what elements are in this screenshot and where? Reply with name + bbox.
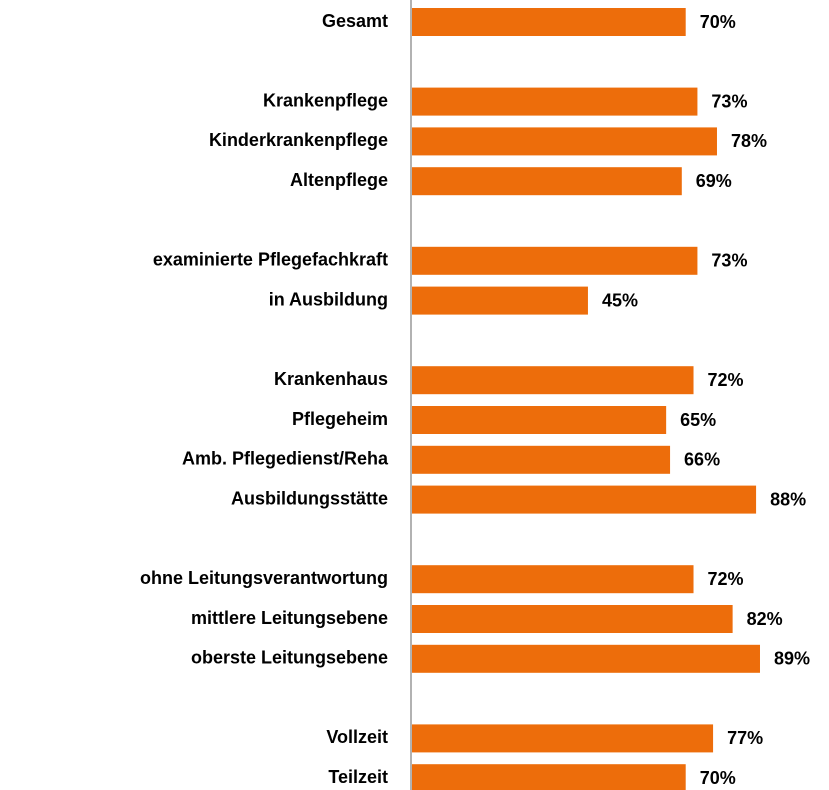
bar (412, 286, 588, 315)
category-label: ohne Leitungsverantwortung (140, 568, 388, 588)
value-label: 65% (680, 410, 716, 430)
value-label: 77% (727, 728, 763, 748)
bar (412, 644, 760, 673)
value-label: 88% (770, 489, 806, 509)
bar (412, 764, 686, 790)
category-label: Gesamt (322, 11, 388, 31)
bar (412, 406, 667, 434)
bar (412, 167, 682, 196)
value-label: 72% (708, 370, 744, 390)
value-label: 89% (774, 649, 810, 669)
category-label: Pflegeheim (292, 409, 388, 429)
value-label: 70% (700, 12, 736, 32)
value-label: 73% (711, 91, 747, 111)
category-label: Krankenhaus (274, 369, 388, 389)
bar (412, 366, 694, 395)
category-label: Ausbildungsstätte (231, 488, 388, 508)
bar (412, 8, 686, 36)
category-label: oberste Leitungsebene (191, 648, 388, 668)
value-label: 45% (602, 290, 638, 310)
value-label: 82% (747, 609, 783, 629)
category-label: Amb. Pflegedienst/Reha (182, 449, 389, 469)
bar (412, 724, 714, 753)
category-label: in Ausbildung (269, 289, 388, 309)
category-label: Kinderkrankenpflege (209, 130, 388, 150)
bar (412, 485, 757, 514)
category-label: examinierte Pflegefachkraft (153, 250, 388, 270)
bar (412, 87, 698, 116)
bar (412, 565, 694, 594)
value-label: 78% (731, 131, 767, 151)
value-label: 66% (684, 450, 720, 470)
value-label: 72% (708, 569, 744, 589)
category-label: Vollzeit (326, 727, 388, 747)
bar (412, 127, 717, 156)
bar (412, 445, 671, 474)
category-label: Altenpflege (290, 170, 388, 190)
category-label: Teilzeit (328, 767, 388, 787)
value-label: 73% (711, 251, 747, 271)
category-label: Krankenpflege (263, 90, 388, 110)
value-label: 70% (700, 768, 736, 788)
bar (412, 605, 733, 633)
bar (412, 246, 698, 275)
category-label: mittlere Leitungsebene (191, 608, 388, 628)
value-label: 69% (696, 171, 732, 191)
